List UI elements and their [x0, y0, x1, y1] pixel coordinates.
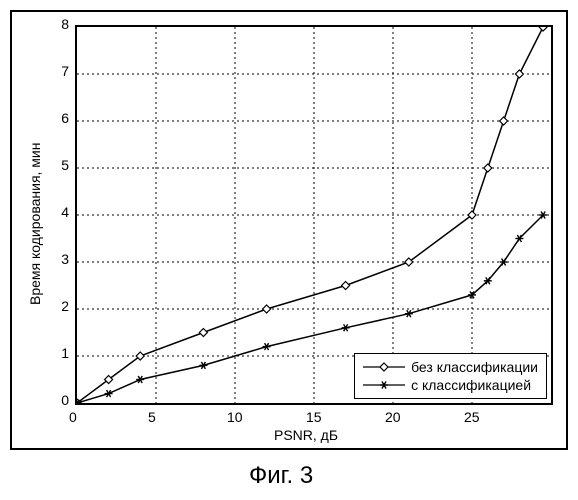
y-tick-label: 0	[61, 392, 69, 408]
legend: без классификации с классификацией	[354, 353, 547, 399]
y-tick-label: 8	[61, 16, 69, 32]
y-tick-label: 5	[61, 157, 69, 173]
legend-item: без классификации	[363, 358, 538, 376]
plot-svg	[77, 27, 551, 403]
x-tick-label: 5	[148, 409, 156, 425]
x-tick-label: 15	[306, 409, 322, 425]
y-axis-label: Время кодирования, мин	[27, 143, 43, 305]
x-axis-label: PSNR, дБ	[274, 427, 338, 443]
legend-label: с классификацией	[411, 376, 531, 394]
plot-area	[75, 25, 553, 405]
x-tick-label: 10	[227, 409, 243, 425]
y-tick-label: 7	[61, 63, 69, 79]
y-tick-label: 3	[61, 251, 69, 267]
y-tick-label: 2	[61, 298, 69, 314]
figure-caption: Фиг. 3	[249, 462, 313, 490]
legend-swatch-star-icon	[363, 378, 405, 392]
legend-label: без классификации	[411, 358, 538, 376]
figure-container: Время кодирования, мин PSNR, дБ без клас…	[0, 0, 578, 500]
y-tick-label: 4	[61, 204, 69, 220]
y-tick-label: 1	[61, 345, 69, 361]
x-tick-label: 20	[385, 409, 401, 425]
y-tick-label: 6	[61, 110, 69, 126]
legend-swatch-diamond-icon	[363, 360, 405, 374]
x-tick-label: 25	[464, 409, 480, 425]
x-tick-label: 0	[69, 409, 77, 425]
legend-item: с классификацией	[363, 376, 538, 394]
